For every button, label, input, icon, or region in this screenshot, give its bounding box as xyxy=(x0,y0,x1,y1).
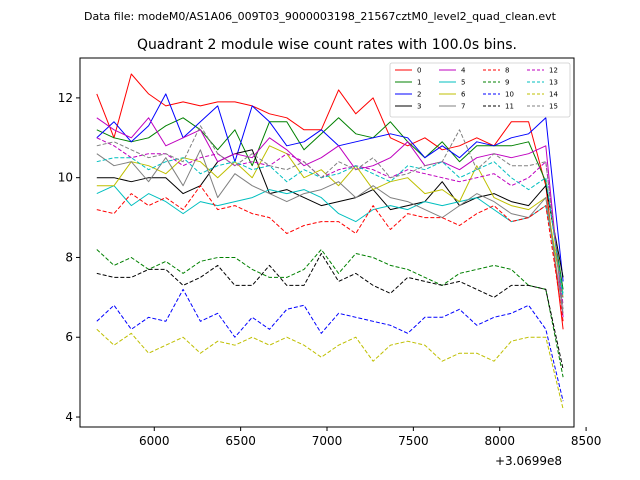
legend-label-11: 11 xyxy=(505,103,514,111)
series-line-13 xyxy=(96,157,564,298)
legend-label-8: 8 xyxy=(505,67,509,75)
series-line-0 xyxy=(96,73,564,330)
y-tick-label: 4 xyxy=(65,410,73,424)
legend-label-5: 5 xyxy=(461,79,465,87)
x-tick-label: 7500 xyxy=(398,434,429,448)
series-line-14 xyxy=(96,328,564,410)
y-tick-label: 8 xyxy=(65,250,73,264)
legend-label-2: 2 xyxy=(417,91,421,99)
legend-label-13: 13 xyxy=(549,79,558,87)
series-line-15 xyxy=(96,125,564,310)
legend-label-0: 0 xyxy=(417,67,421,75)
series-line-3 xyxy=(96,149,564,278)
series-line-1 xyxy=(96,117,564,290)
legend-label-6: 6 xyxy=(461,91,466,99)
x-tick-label: 7000 xyxy=(312,434,343,448)
series-line-10 xyxy=(96,288,564,402)
legend-frame xyxy=(389,62,571,118)
series-line-4 xyxy=(96,117,564,318)
y-tick-label: 12 xyxy=(58,91,73,105)
chart-suptitle: Data file: modeM0/AS1A06_009T03_90000031… xyxy=(84,10,557,23)
y-tick-label: 6 xyxy=(65,330,73,344)
series-line-8 xyxy=(96,185,564,322)
y-tick-label: 10 xyxy=(58,171,73,185)
legend-label-10: 10 xyxy=(505,91,514,99)
x-tick-label: 8000 xyxy=(484,434,515,448)
legend-label-12: 12 xyxy=(549,67,558,75)
x-offset-text: +3.0699e8 xyxy=(495,454,562,468)
series-line-6 xyxy=(96,145,564,298)
legend-label-1: 1 xyxy=(417,79,421,87)
series-line-9 xyxy=(96,249,564,378)
legend-label-14: 14 xyxy=(549,91,558,99)
legend-label-3: 3 xyxy=(417,103,421,111)
series-line-7 xyxy=(96,149,564,314)
legend-label-15: 15 xyxy=(549,103,558,111)
series-line-12 xyxy=(96,137,564,306)
x-tick-label: 6500 xyxy=(225,434,256,448)
plot-area xyxy=(80,58,574,427)
x-axis: 6000 6500 7000 7500 8000 8500 xyxy=(139,427,601,448)
series-line-5 xyxy=(96,185,564,294)
x-tick-label: 8500 xyxy=(571,434,602,448)
legend-label-4: 4 xyxy=(461,67,466,75)
y-axis: 4 6 8 10 12 xyxy=(58,91,80,424)
legend-label-9: 9 xyxy=(505,79,509,87)
series-layer xyxy=(96,73,564,410)
series-line-2 xyxy=(96,93,564,282)
chart-title: Quadrant 2 module wise count rates with … xyxy=(137,37,517,53)
legend-label-7: 7 xyxy=(461,103,465,111)
series-line-11 xyxy=(96,253,564,370)
x-tick-label: 6000 xyxy=(139,434,170,448)
